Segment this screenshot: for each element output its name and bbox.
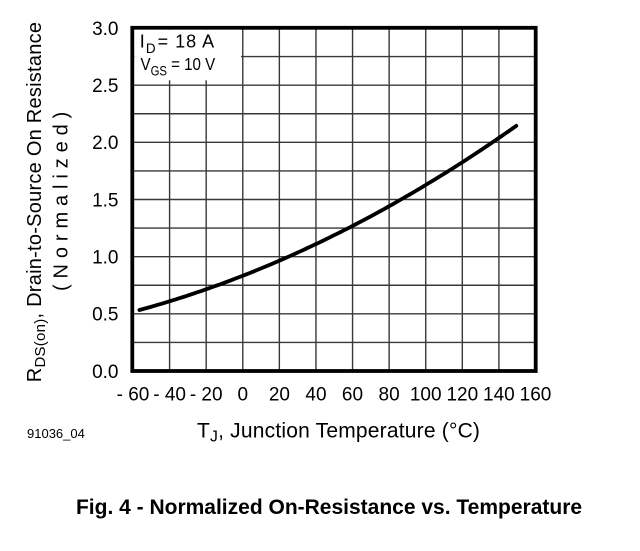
- svg-text:40: 40: [305, 385, 326, 406]
- svg-text:100: 100: [410, 385, 442, 406]
- svg-text:Fig. 4 - Normalized On-Resista: Fig. 4 - Normalized On-Resistance vs. Te…: [76, 496, 582, 519]
- svg-text:2.5: 2.5: [92, 76, 118, 97]
- svg-text:80: 80: [379, 385, 400, 406]
- svg-text:- 60: - 60: [117, 385, 150, 406]
- svg-text:20: 20: [269, 385, 290, 406]
- svg-text:- 20: - 20: [190, 385, 223, 406]
- svg-text:RDS(on), Drain-to-Source On Re: RDS(on), Drain-to-Source On Resistance: [24, 22, 49, 382]
- svg-text:2.0: 2.0: [92, 133, 118, 154]
- svg-text:TJ, Junction Temperature (°C): TJ, Junction Temperature (°C): [197, 420, 480, 446]
- svg-text:3.0: 3.0: [92, 19, 118, 40]
- svg-text:0.5: 0.5: [92, 305, 118, 326]
- svg-text:160: 160: [520, 385, 552, 406]
- svg-text:- 40: - 40: [153, 385, 186, 406]
- svg-text:1.0: 1.0: [92, 248, 118, 269]
- svg-text:140: 140: [483, 385, 515, 406]
- svg-text:60: 60: [342, 385, 363, 406]
- svg-text:0.0: 0.0: [92, 362, 118, 383]
- svg-text:91036_04: 91036_04: [27, 426, 85, 441]
- svg-text:(Normalized): (Normalized): [51, 106, 73, 291]
- svg-text:120: 120: [446, 385, 478, 406]
- svg-text:0: 0: [238, 385, 249, 406]
- svg-text:1.5: 1.5: [92, 190, 118, 211]
